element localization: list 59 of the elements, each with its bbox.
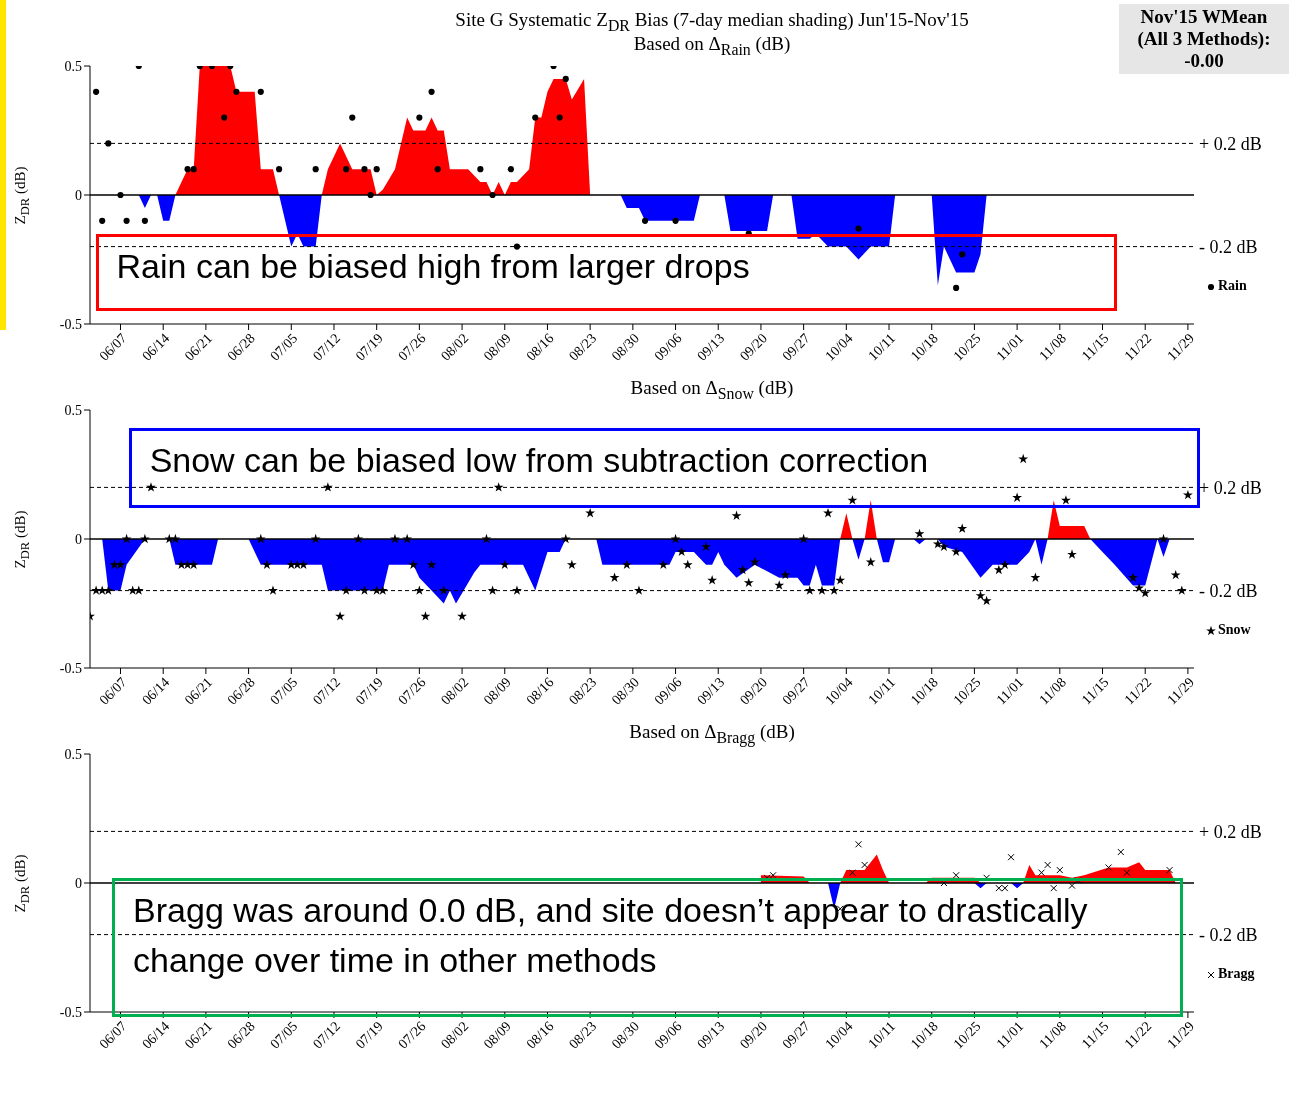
point bbox=[367, 191, 374, 199]
point bbox=[513, 243, 521, 250]
point bbox=[257, 88, 264, 95]
ref-line-label: - 0.2 dB bbox=[1199, 924, 1258, 945]
annotation: Snow can be biased low from subtraction correction bbox=[128, 428, 1200, 509]
point bbox=[507, 166, 514, 173]
point bbox=[434, 166, 441, 173]
point bbox=[275, 166, 283, 173]
point bbox=[123, 217, 130, 224]
point bbox=[953, 284, 960, 291]
chart-subtitle: Based on Δ$_{Rain}$ (dB) bbox=[633, 33, 791, 58]
ref-line-label: - 0.2 dB bbox=[1199, 236, 1258, 257]
y-tick-label: 0.5 bbox=[64, 58, 82, 74]
chart-title: Based on Δ$_{Snow}$ (dB) bbox=[629, 376, 795, 402]
point bbox=[117, 191, 124, 199]
point bbox=[428, 88, 435, 95]
y-tick-label: 0.5 bbox=[64, 746, 82, 762]
ref-line-label: - 0.2 dB bbox=[1199, 580, 1258, 601]
point bbox=[641, 217, 649, 224]
point bbox=[959, 251, 966, 258]
ref-line-label: + 0.2 dB bbox=[1199, 133, 1262, 154]
ref-line-label: + 0.2 dB bbox=[1199, 477, 1262, 498]
y-tick-label: -0.5 bbox=[59, 316, 82, 332]
point bbox=[556, 114, 563, 121]
legend-label: Rain bbox=[1218, 277, 1247, 294]
point bbox=[221, 114, 228, 121]
point bbox=[184, 166, 191, 173]
chart-title: Site G Systematic Z$_{DR}$ Bias (7-day median shading) Jun'15-Nov'15 bbox=[455, 9, 969, 34]
y-tick-label: 0 bbox=[75, 875, 82, 891]
point bbox=[855, 225, 862, 232]
legend-label: Snow bbox=[1218, 621, 1251, 638]
ref-line-label: + 0.2 dB bbox=[1199, 821, 1262, 842]
point bbox=[312, 166, 319, 173]
point bbox=[349, 114, 356, 121]
point bbox=[373, 166, 380, 173]
annotation: Nov'15 WMean (All 3 Methods): -0.00 bbox=[1119, 4, 1289, 74]
point bbox=[489, 191, 496, 199]
point bbox=[562, 75, 569, 82]
y-tick-label: 0 bbox=[75, 531, 82, 547]
y-tick-label: 0.5 bbox=[64, 402, 82, 418]
point bbox=[343, 166, 350, 173]
annotation: Bragg was around 0.0 dB, and site doesn’t appear to drastically change over time in other methods bbox=[112, 877, 1183, 1018]
y-tick-label: 0 bbox=[75, 187, 82, 203]
y-tick-label: -0.5 bbox=[59, 1004, 82, 1020]
chart-title: Based on Δ$_{Bragg}$ (dB) bbox=[628, 720, 796, 746]
point bbox=[532, 114, 539, 121]
point bbox=[190, 166, 197, 173]
point bbox=[99, 217, 106, 224]
point bbox=[416, 114, 423, 121]
point bbox=[93, 88, 100, 95]
point bbox=[105, 140, 112, 147]
y-tick-label: -0.5 bbox=[59, 660, 82, 676]
point bbox=[141, 217, 148, 224]
legend-label: Bragg bbox=[1218, 965, 1255, 982]
point bbox=[477, 166, 484, 173]
point bbox=[672, 217, 679, 224]
annotation: Rain can be biased high from larger drops bbox=[95, 233, 1117, 312]
point bbox=[233, 88, 240, 95]
point bbox=[361, 166, 368, 173]
